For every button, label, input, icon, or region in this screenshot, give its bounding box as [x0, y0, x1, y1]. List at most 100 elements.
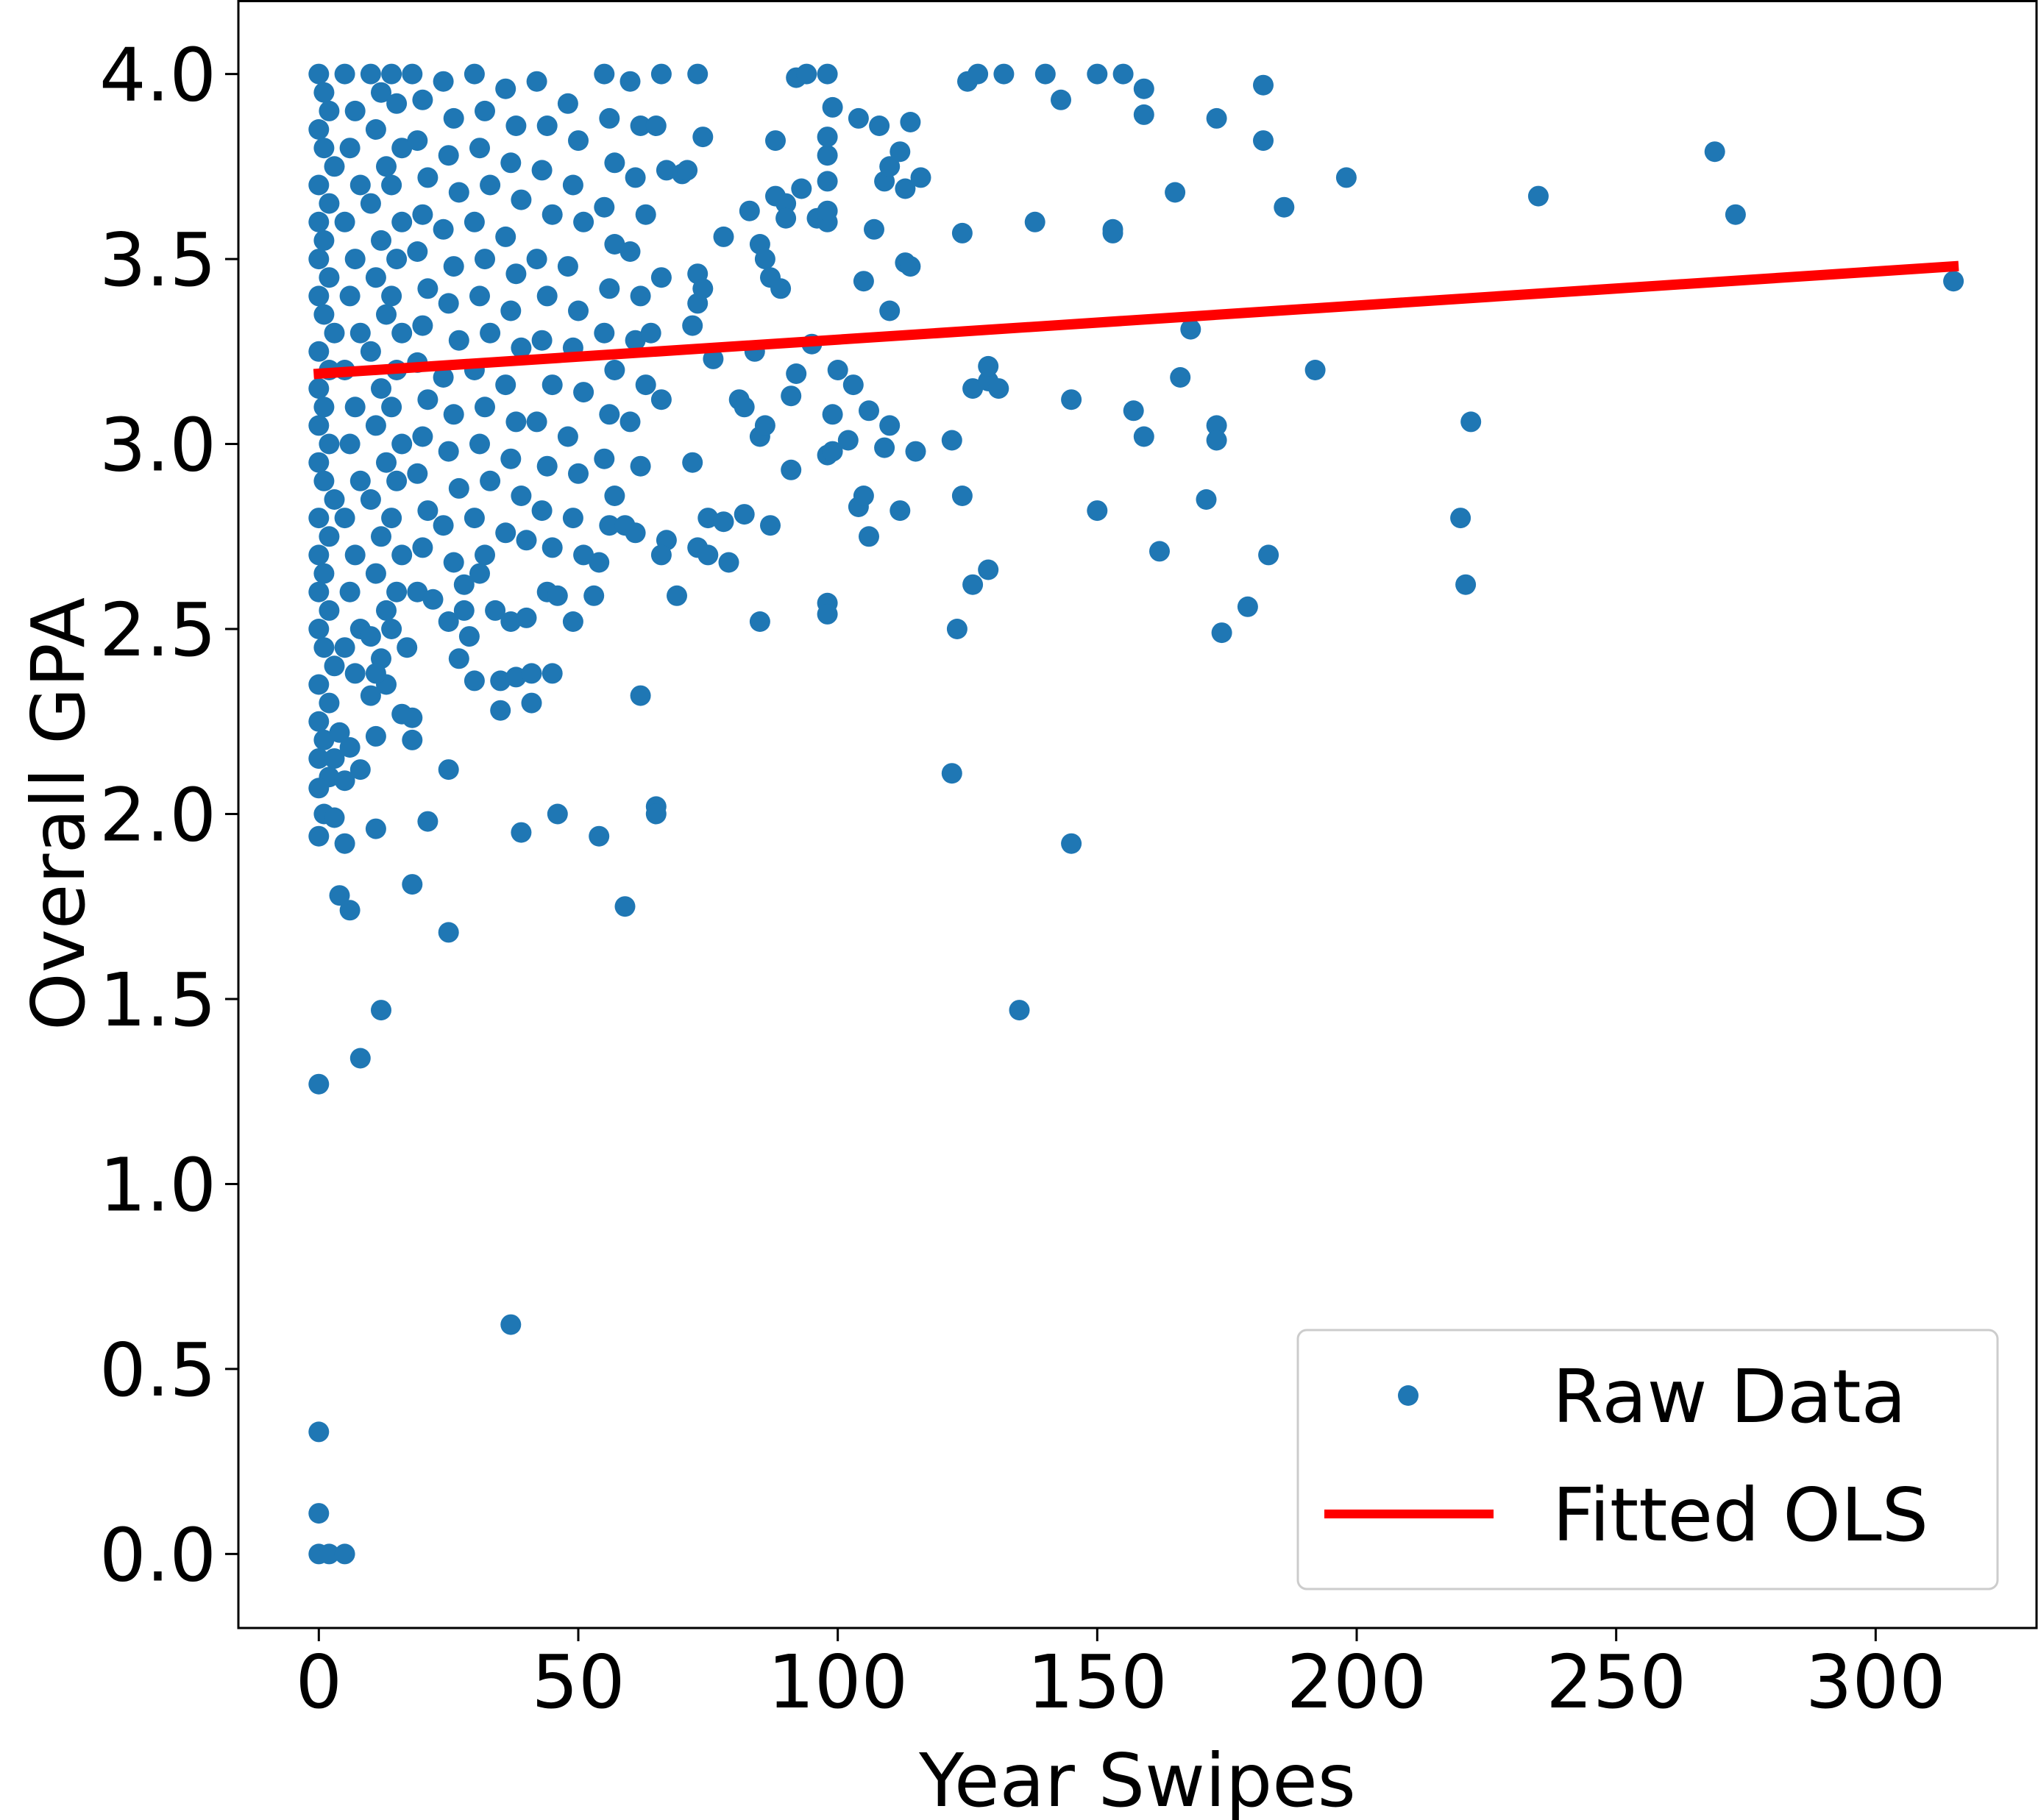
data-point [360, 489, 381, 510]
data-point [1237, 596, 1258, 617]
data-point [640, 322, 661, 344]
data-point [371, 526, 391, 547]
data-point [667, 585, 687, 606]
data-point [754, 249, 775, 270]
data-point [391, 544, 413, 566]
data-point [817, 63, 838, 85]
data-point [895, 178, 916, 199]
data-point [334, 63, 355, 85]
data-point [739, 200, 760, 221]
data-point [475, 100, 495, 121]
y-tick-label: 4.0 [99, 32, 216, 118]
data-point [697, 508, 719, 529]
data-point [438, 611, 459, 632]
data-point [562, 611, 583, 632]
data-point [692, 127, 714, 148]
data-point [817, 171, 838, 192]
data-point [1274, 196, 1295, 218]
data-point [951, 222, 973, 244]
data-point [469, 563, 490, 584]
data-point [781, 385, 802, 407]
data-point [339, 581, 361, 602]
data-point [697, 544, 719, 566]
x-axis-title: Year Swipes [918, 1738, 1356, 1820]
data-point [495, 374, 516, 396]
data-point [645, 803, 667, 825]
data-point [760, 515, 781, 536]
data-point [412, 426, 433, 447]
data-point [1450, 508, 1471, 529]
y-axis-ticks: 0.0 0.5 1.0 1.5 2.0 2.5 3.0 3.5 4.0 [99, 32, 238, 1598]
data-point [573, 382, 594, 403]
data-point [448, 477, 469, 499]
data-point [500, 448, 522, 469]
data-point [941, 763, 962, 784]
data-point [365, 563, 386, 584]
data-point [308, 341, 330, 362]
data-point [308, 619, 330, 639]
data-point [568, 300, 589, 321]
data-point [438, 441, 459, 462]
data-point [319, 433, 340, 455]
data-point [360, 626, 381, 647]
data-point [469, 285, 490, 307]
data-point [344, 249, 366, 270]
data-point [324, 489, 345, 510]
data-point [313, 304, 335, 325]
data-point [1258, 544, 1279, 566]
data-point [433, 515, 454, 536]
data-point [308, 711, 330, 732]
data-point [650, 267, 672, 288]
data-point [786, 363, 807, 384]
data-point [313, 397, 335, 418]
data-point [910, 167, 931, 188]
data-point [817, 127, 838, 148]
data-point [453, 600, 475, 621]
data-point [692, 278, 714, 299]
data-point [536, 455, 558, 477]
data-point [376, 452, 397, 473]
data-point [313, 470, 335, 491]
data-point [438, 922, 459, 943]
data-point [573, 211, 594, 232]
data-point [505, 263, 527, 285]
data-point [557, 256, 578, 277]
data-point [365, 267, 386, 288]
data-point [848, 107, 869, 129]
y-tick-label: 0.5 [99, 1327, 216, 1413]
data-point [402, 707, 423, 728]
data-point [988, 378, 1009, 399]
data-point [536, 115, 558, 136]
data-point [614, 896, 636, 917]
data-point [1024, 211, 1045, 232]
data-point [443, 256, 464, 277]
data-point [557, 93, 578, 114]
data-point [365, 119, 386, 140]
data-point [407, 463, 428, 484]
data-point [905, 441, 926, 462]
data-point [1034, 63, 1056, 85]
data-point [308, 452, 330, 473]
data-point [781, 459, 802, 480]
data-point [599, 404, 620, 425]
data-point [900, 256, 921, 277]
data-point [308, 415, 330, 436]
data-point [443, 552, 464, 573]
data-point [313, 230, 335, 251]
data-point [500, 611, 522, 632]
data-point [531, 500, 553, 522]
data-point [500, 300, 522, 321]
data-point [1123, 400, 1144, 422]
data-point [874, 437, 895, 458]
data-point [625, 167, 646, 188]
data-point [438, 293, 459, 314]
data-point [879, 415, 901, 436]
data-point [656, 160, 677, 181]
data-point [1725, 204, 1746, 225]
data-point [511, 822, 532, 843]
plot-area [308, 63, 1964, 1565]
data-point [650, 544, 672, 566]
data-point [464, 508, 485, 529]
data-point [412, 537, 433, 558]
